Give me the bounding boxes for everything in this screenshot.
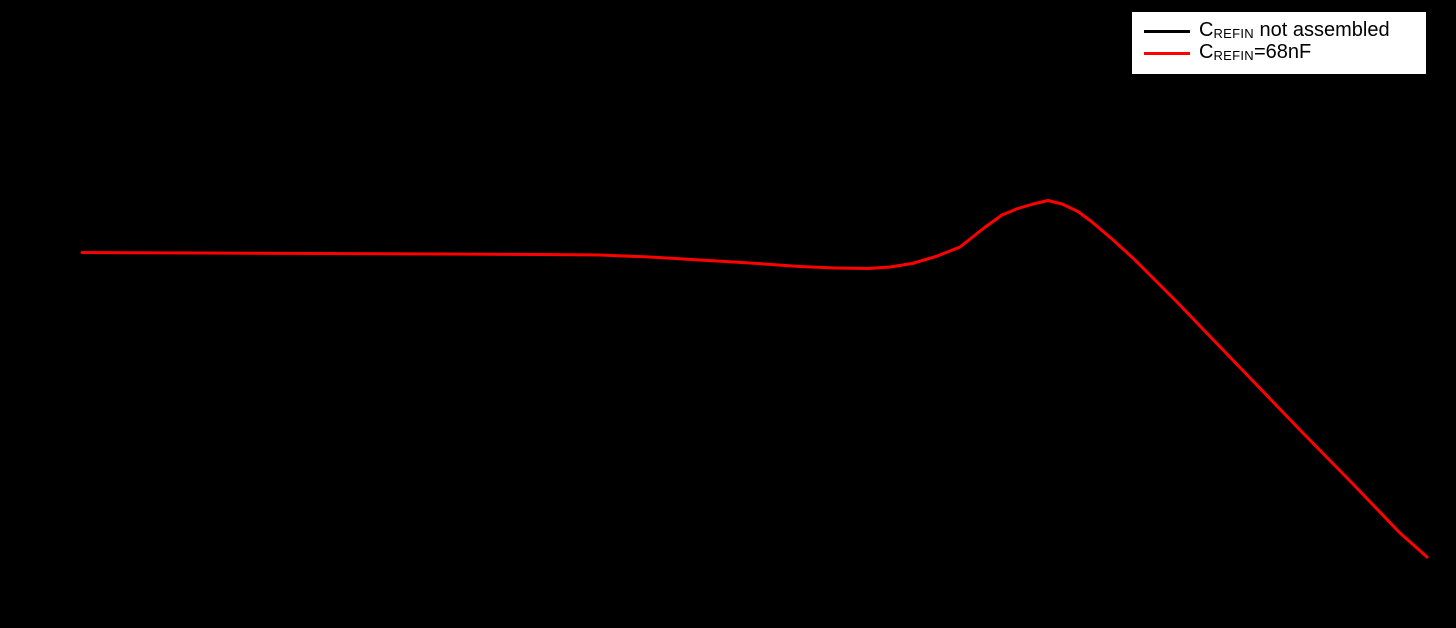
legend-line-swatch-black [1144, 29, 1190, 33]
legend-label-subscript: REFIN [1213, 48, 1254, 63]
legend-label-not-assembled: CREFIN not assembled [1199, 19, 1390, 41]
legend-item-not-assembled: CREFIN not assembled [1144, 19, 1426, 42]
legend-line-swatch-red [1144, 51, 1190, 55]
legend-label-68nf: CREFIN=68nF [1199, 41, 1312, 63]
legend-label-subscript: REFIN [1213, 26, 1254, 41]
legend: CREFIN not assembled CREFIN=68nF [1130, 10, 1428, 76]
legend-item-68nf: CREFIN=68nF [1144, 41, 1426, 64]
curve-crefin-68nf [80, 199, 1429, 559]
